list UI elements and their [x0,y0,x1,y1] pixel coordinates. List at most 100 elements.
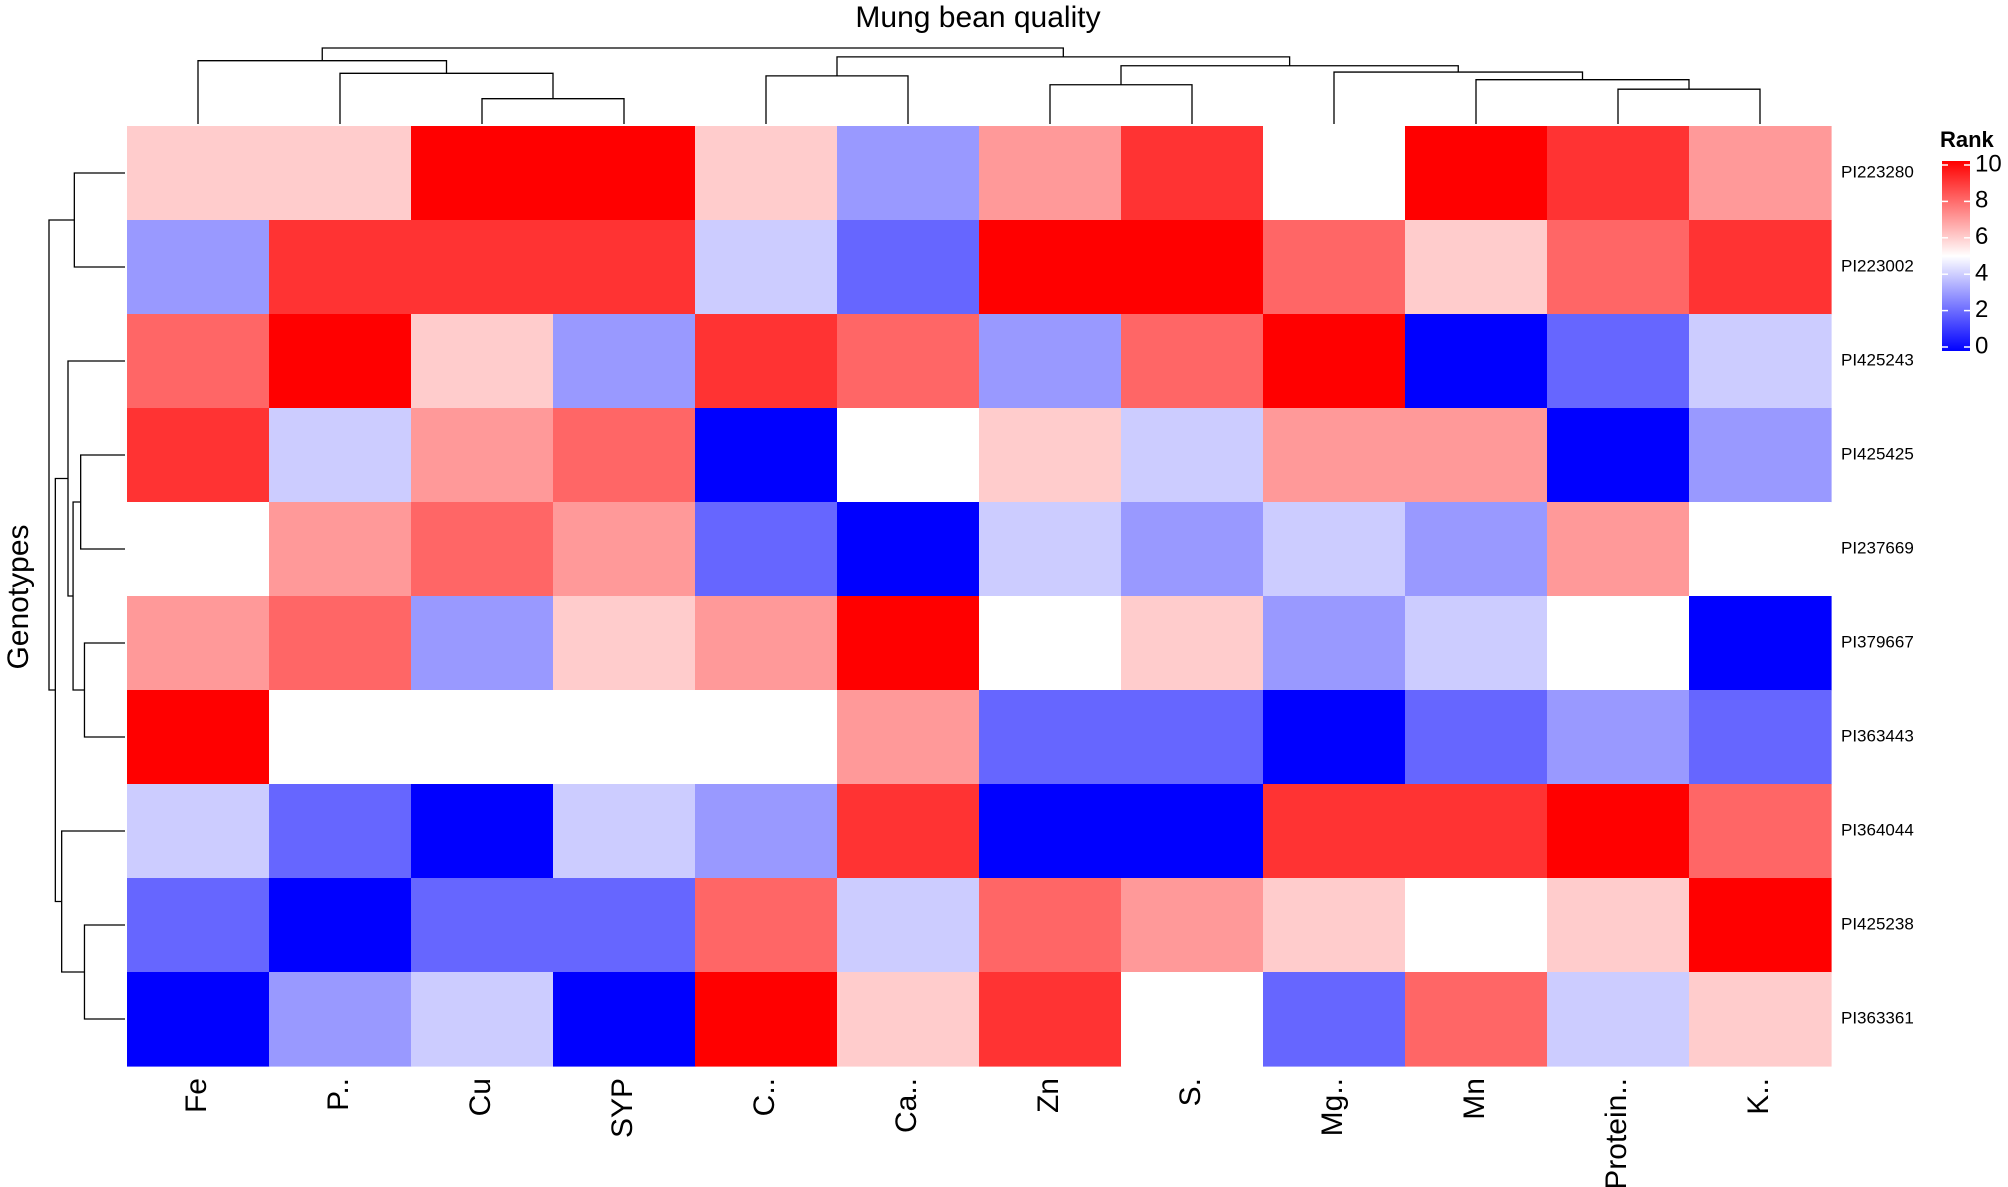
column-label: SYP [606,1078,639,1138]
heatmap-cell [269,878,412,973]
heatmap-cell [1547,126,1690,221]
heatmap-cell [695,126,838,221]
dendrogram-link [197,60,448,124]
dendrogram-link [73,172,125,268]
heatmap-cell [411,972,554,1067]
heatmap-cell [1121,596,1264,691]
heatmap-cell [1405,972,1548,1067]
heatmap-cell [553,972,696,1067]
heatmap-cell [1405,408,1548,503]
heatmap-cell [979,126,1122,221]
dendrogram-link [481,98,625,124]
heatmap-cell [553,878,696,973]
row-label: PI379667 [1841,632,1914,651]
heatmap-cell [1263,972,1406,1067]
column-label: Zn [1032,1078,1065,1113]
dendrogram-link [1617,88,1761,124]
heatmap-cell [411,596,554,691]
heatmap-cell [269,784,412,879]
column-label: Mg.. [1316,1078,1349,1136]
heatmap-cell [1689,596,1832,691]
heatmap-cell [1121,972,1264,1067]
heatmap-cell [1121,220,1264,315]
legend-tick-label: 8 [1975,187,1988,214]
heatmap-cell [837,878,980,973]
heatmap-cell [1547,972,1690,1067]
heatmap-cell [553,314,696,409]
heatmap-cell [837,972,980,1067]
dendrogram-link [321,47,1064,61]
heatmap-cell [837,596,980,691]
heatmap-cell [837,408,980,503]
heatmap-cell [695,972,838,1067]
dendrogram-link [83,642,125,738]
heatmap-cell [837,220,980,315]
column-label: S. [1174,1078,1207,1106]
row-label: PI425238 [1841,914,1914,933]
heatmap-cell [979,408,1122,503]
heatmap-cell [695,314,838,409]
column-label: Fe [180,1078,213,1113]
heatmap-cell [411,126,554,221]
heatmap-cell [269,690,412,785]
heatmap-cell [1263,690,1406,785]
column-label: Ca.. [890,1078,923,1133]
heatmap-cell [1121,784,1264,879]
heatmap-cell [553,220,696,315]
heatmap-cell [269,502,412,597]
heatmap-cell [695,596,838,691]
heatmap-cell [1689,784,1832,879]
heatmap-cell [269,126,412,221]
legend-tick-label: 0 [1975,332,1988,359]
heatmap-cell [1547,314,1690,409]
heatmap-cell [1689,126,1832,221]
heatmap-cell [127,408,270,503]
heatmap-cell [1547,690,1690,785]
heatmap-cell [127,314,270,409]
heatmap-cell [127,220,270,315]
dendrogram-link [1120,65,1459,85]
heatmap-cell [1263,784,1406,879]
heatmap-cell [127,878,270,973]
heatmap-cell [411,690,554,785]
heatmap-cell [1405,220,1548,315]
heatmap-cell [553,690,696,785]
heatmap-cell [979,972,1122,1067]
heatmap-cell [1689,314,1832,409]
row-dendrogram [48,172,125,1020]
heatmap-cell [1405,314,1548,409]
legend-tick-label: 6 [1975,223,1988,250]
column-labels: Fe P.. Cu SYP C.. Ca.. Zn S. Mg.. Mn Protein.. K.. [180,1078,1775,1187]
heatmap-cell [553,784,696,879]
heatmap-cell [1689,972,1832,1067]
heatmap-cell [1547,596,1690,691]
heatmap-cell [553,596,696,691]
row-label: PI363443 [1841,726,1914,745]
heatmap-cell [979,596,1122,691]
heatmap-cell [411,502,554,597]
heatmap-cell [553,126,696,221]
heatmap-cell [979,502,1122,597]
row-label: PI425243 [1841,350,1914,369]
heatmap-cells [127,126,1832,1067]
column-label: Protein.. [1600,1078,1633,1187]
heatmap-cell [979,220,1122,315]
legend-title: Rank [1940,127,1995,152]
heatmap-cell [837,690,980,785]
heatmap-cell [1689,690,1832,785]
heatmap-cell [1121,314,1264,409]
heatmap-cell [837,502,980,597]
heatmap-cell [411,784,554,879]
heatmap-cell [1547,784,1690,879]
heatmap-cell [411,408,554,503]
heatmap-cell [269,314,412,409]
heatmap-cell [695,784,838,879]
column-label: P.. [322,1078,355,1111]
heatmap-cell [127,784,270,879]
column-label: Mn [1458,1078,1491,1120]
heatmap-cell [1263,502,1406,597]
heatmap-cell [269,596,412,691]
row-label: PI363361 [1841,1008,1914,1027]
heatmap-cell [1547,502,1690,597]
